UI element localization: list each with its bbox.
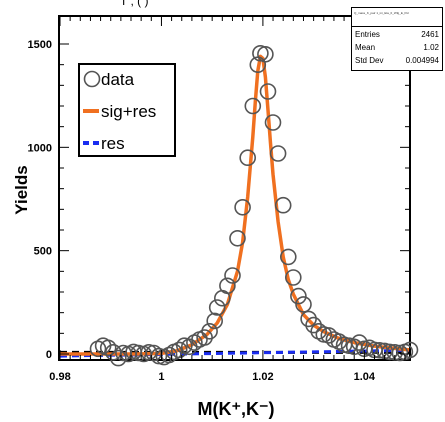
stats-label: Std Dev — [355, 56, 384, 65]
data-point — [264, 114, 282, 131]
data-point — [290, 287, 307, 305]
stats-label: Mean — [355, 43, 376, 52]
top-cut-text: T , ( ) — [120, 0, 149, 8]
data-point — [279, 248, 297, 266]
x-tick-label: 1 — [158, 371, 164, 383]
stats-title: Q_mass_K_pair 1_ini_Eta_0_Wfg_E_Pol — [352, 8, 442, 27]
data-point — [219, 277, 236, 295]
data-point — [229, 230, 246, 247]
legend-label-data: data — [101, 70, 135, 89]
data-point — [99, 339, 117, 357]
data-point — [350, 334, 368, 351]
stats-value: 1.02 — [423, 43, 439, 52]
data-point — [206, 312, 223, 330]
data-point — [259, 83, 277, 100]
stats-row-mean: Mean 1.02 — [352, 40, 442, 53]
stats-value: 0.004994 — [405, 56, 439, 65]
y-tick-label: 1000 — [28, 142, 52, 154]
stats-row-stddev: Std Dev 0.004994 — [352, 53, 442, 66]
data-point — [300, 310, 317, 328]
plot-area-frame — [58, 15, 411, 361]
y-tick-label: 1500 — [28, 39, 52, 51]
legend-data-marker — [83, 70, 101, 88]
data-point — [208, 299, 226, 316]
data-point — [224, 267, 241, 284]
data-point — [196, 329, 213, 346]
y-tick-label: 0 — [46, 349, 52, 361]
x-tick-label: 1.02 — [252, 371, 273, 383]
data-point — [239, 149, 256, 166]
data-point — [244, 97, 262, 115]
stats-value: 2461 — [421, 30, 439, 39]
stats-box: Q_mass_K_pair 1_ini_Eta_0_Wfg_E_Pol Entr… — [351, 7, 443, 71]
data-point — [170, 341, 188, 359]
data-point — [284, 269, 302, 286]
data-point — [305, 316, 322, 334]
legend-label-res: res — [101, 134, 125, 153]
data-point — [269, 145, 287, 162]
x-tick-label: 0.98 — [49, 371, 70, 383]
stats-row-entries: Entries 2461 — [352, 27, 442, 40]
data-point — [274, 196, 292, 214]
y-axis-label: Yields — [12, 165, 31, 214]
data-point — [257, 45, 274, 63]
data-point — [140, 343, 158, 361]
legend-label-sig-res: sig+res — [101, 102, 156, 121]
x-tick-label: 1.04 — [354, 371, 376, 383]
data-point — [295, 296, 312, 313]
data-point — [234, 199, 251, 216]
stats-label: Entries — [355, 30, 380, 39]
data-point — [201, 322, 218, 340]
x-axis-label: M(K⁺,K⁻) — [198, 399, 275, 419]
res-series-line — [59, 348, 410, 358]
y-tick-label: 500 — [34, 246, 52, 258]
data-point — [401, 341, 419, 359]
